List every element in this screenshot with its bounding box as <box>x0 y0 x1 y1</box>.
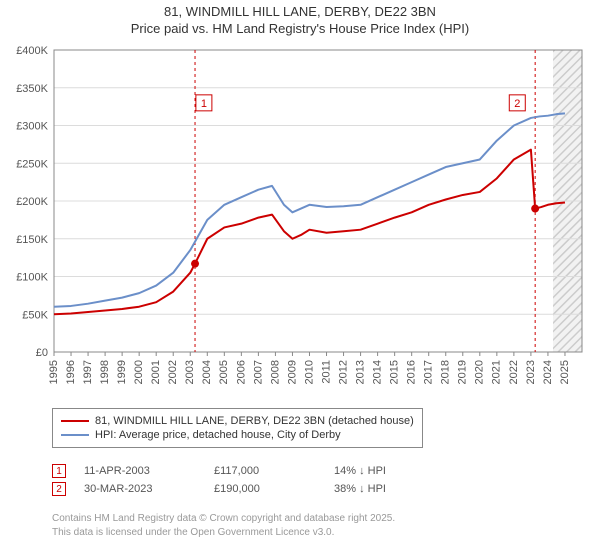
svg-text:£50K: £50K <box>22 309 48 321</box>
legend-swatch <box>61 420 89 422</box>
svg-text:2018: 2018 <box>440 360 452 384</box>
svg-text:1995: 1995 <box>48 360 60 384</box>
marker-badge: 2 <box>52 482 66 496</box>
svg-text:2024: 2024 <box>542 360 554 384</box>
svg-text:2021: 2021 <box>491 360 503 384</box>
marker-price: £190,000 <box>214 483 334 495</box>
svg-text:2008: 2008 <box>269 360 281 384</box>
svg-text:2020: 2020 <box>474 360 486 384</box>
svg-text:1996: 1996 <box>65 360 77 384</box>
svg-text:£400K: £400K <box>16 45 48 57</box>
svg-text:2014: 2014 <box>372 360 384 384</box>
legend-item: HPI: Average price, detached house, City… <box>61 429 414 441</box>
chart-area: £0 £50K £100K £150K £200K £250K £300K £350K £400… <box>10 42 590 402</box>
marker-delta: 14% ↓ HPI <box>334 465 484 477</box>
svg-text:2012: 2012 <box>337 360 349 384</box>
svg-text:1997: 1997 <box>82 360 94 384</box>
footer-line1: Contains HM Land Registry data © Crown c… <box>52 512 395 526</box>
svg-text:2013: 2013 <box>354 360 366 384</box>
svg-text:2001: 2001 <box>150 360 162 384</box>
svg-text:£0: £0 <box>36 347 48 359</box>
svg-text:2019: 2019 <box>457 360 469 384</box>
legend-label: HPI: Average price, detached house, City… <box>95 429 341 441</box>
svg-text:2017: 2017 <box>423 360 435 384</box>
svg-text:2002: 2002 <box>167 360 179 384</box>
chart-title-line2: Price paid vs. HM Land Registry's House … <box>0 21 600 36</box>
svg-text:2009: 2009 <box>286 360 298 384</box>
legend-item: 81, WINDMILL HILL LANE, DERBY, DE22 3BN … <box>61 415 414 427</box>
svg-text:1998: 1998 <box>99 360 111 384</box>
svg-text:2022: 2022 <box>508 360 520 384</box>
svg-text:£250K: £250K <box>16 158 48 170</box>
svg-text:2011: 2011 <box>320 360 332 384</box>
svg-text:2015: 2015 <box>389 360 401 384</box>
marker-badge: 1 <box>52 464 66 478</box>
marker-row: 2 30-MAR-2023 £190,000 38% ↓ HPI <box>52 482 484 496</box>
svg-text:£100K: £100K <box>16 272 48 284</box>
marker-date: 11-APR-2003 <box>84 465 214 477</box>
svg-text:2000: 2000 <box>133 360 145 384</box>
svg-text:2005: 2005 <box>218 360 230 384</box>
markers-table: 1 11-APR-2003 £117,000 14% ↓ HPI 2 30-MA… <box>52 460 484 500</box>
legend-swatch <box>61 434 89 436</box>
svg-text:2: 2 <box>514 98 520 110</box>
footer: Contains HM Land Registry data © Crown c… <box>52 512 395 539</box>
svg-text:2016: 2016 <box>406 360 418 384</box>
chart-svg: £0 £50K £100K £150K £200K £250K £300K £350K £400… <box>10 42 590 402</box>
svg-text:£150K: £150K <box>16 234 48 246</box>
svg-text:2025: 2025 <box>559 360 571 384</box>
svg-text:£200K: £200K <box>16 196 48 208</box>
marker-price: £117,000 <box>214 465 334 477</box>
svg-text:2023: 2023 <box>525 360 537 384</box>
marker-date: 30-MAR-2023 <box>84 483 214 495</box>
chart-title-block: 81, WINDMILL HILL LANE, DERBY, DE22 3BN … <box>0 0 600 36</box>
legend-label: 81, WINDMILL HILL LANE, DERBY, DE22 3BN … <box>95 415 414 427</box>
svg-text:1: 1 <box>201 98 207 110</box>
marker-row: 1 11-APR-2003 £117,000 14% ↓ HPI <box>52 464 484 478</box>
chart-title-line1: 81, WINDMILL HILL LANE, DERBY, DE22 3BN <box>0 4 600 19</box>
legend: 81, WINDMILL HILL LANE, DERBY, DE22 3BN … <box>52 408 423 448</box>
svg-text:2004: 2004 <box>201 360 213 384</box>
svg-text:2010: 2010 <box>303 360 315 384</box>
svg-text:£300K: £300K <box>16 121 48 133</box>
svg-text:2007: 2007 <box>252 360 264 384</box>
svg-text:£350K: £350K <box>16 83 48 95</box>
marker-delta: 38% ↓ HPI <box>334 483 484 495</box>
svg-text:2003: 2003 <box>184 360 196 384</box>
svg-text:1999: 1999 <box>116 360 128 384</box>
svg-text:2006: 2006 <box>235 360 247 384</box>
footer-line2: This data is licensed under the Open Gov… <box>52 526 395 540</box>
